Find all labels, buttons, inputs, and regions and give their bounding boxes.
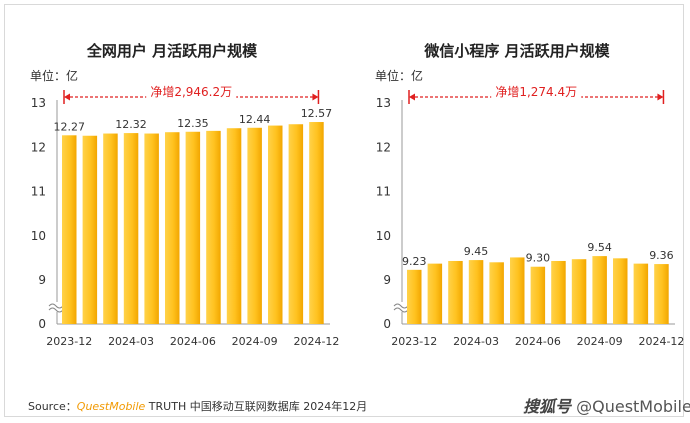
x-tick-label: 2024-03 <box>453 335 499 348</box>
y-tick-label: 13 <box>376 96 391 110</box>
data-label: 12.44 <box>239 113 271 126</box>
axis-break-mark <box>48 302 64 313</box>
bar-2024-09 <box>247 127 262 324</box>
bar-2024-04 <box>489 262 504 324</box>
bar-2024-04 <box>144 133 159 324</box>
x-tick-label: 2024-12 <box>638 335 684 348</box>
watermark-icon: 搜狐号 <box>523 397 572 416</box>
y-tick-label: 0 <box>38 317 46 331</box>
bar-2024-05 <box>510 257 525 324</box>
watermark: 搜狐号 @QuestMobile <box>523 393 690 417</box>
bar-2024-11 <box>288 124 304 325</box>
x-tick-label: 2024-09 <box>232 335 278 348</box>
bar-2024-01 <box>82 135 98 324</box>
bar-2024-11 <box>633 263 649 324</box>
data-label: 12.32 <box>115 118 147 131</box>
y-tick-label: 9 <box>38 273 46 287</box>
bar-2024-01 <box>427 263 443 324</box>
y-tick-label: 11 <box>31 185 46 199</box>
x-tick-label: 2023-12 <box>391 335 437 348</box>
bar-2023-12 <box>407 269 422 324</box>
bar-2024-06 <box>530 266 546 324</box>
data-label: 9.23 <box>402 255 427 268</box>
x-tick-label: 2024-06 <box>515 335 561 348</box>
bar-2023-12 <box>62 135 77 324</box>
x-tick-label: 2024-06 <box>170 335 216 348</box>
axis-break-mark <box>393 302 409 313</box>
bar-2024-02 <box>448 260 463 324</box>
net-increase-annotation: 净增1,274.4万 <box>408 85 665 104</box>
data-label: 12.27 <box>54 120 86 133</box>
chart-title: 微信小程序 月活跃用户规模 <box>423 42 610 60</box>
bar-2024-03 <box>468 260 484 324</box>
x-tick-label: 2024-12 <box>293 335 339 348</box>
bar-2024-12 <box>309 122 324 324</box>
bar-2024-10 <box>613 258 628 324</box>
y-tick-label: 13 <box>31 96 46 110</box>
bar-2024-07 <box>206 130 221 324</box>
bar-2024-10 <box>268 125 283 324</box>
bar-2024-02 <box>103 133 118 324</box>
bar-2024-08 <box>226 128 242 324</box>
bar-2024-07 <box>551 260 566 324</box>
unit-label: 单位：亿 <box>30 68 78 83</box>
y-tick-label: 9 <box>383 273 391 287</box>
source-prefix: Source： <box>28 400 77 413</box>
y-tick-label: 11 <box>376 185 391 199</box>
data-label: 12.57 <box>301 107 333 120</box>
net-increase-annotation: 净增2,946.2万 <box>63 85 320 104</box>
y-tick-label: 0 <box>383 317 391 331</box>
source-rest: TRUTH 中国移动互联网数据库 2024年12月 <box>145 400 368 413</box>
y-tick-label: 10 <box>31 229 46 243</box>
x-tick-label: 2024-03 <box>108 335 154 348</box>
bar-2024-12 <box>654 264 669 324</box>
y-tick-label: 10 <box>376 229 391 243</box>
x-tick-label: 2023-12 <box>46 335 92 348</box>
data-label: 9.54 <box>587 241 612 254</box>
data-label: 12.35 <box>177 117 209 130</box>
bar-2024-03 <box>123 133 139 324</box>
y-tick-label: 12 <box>31 140 46 154</box>
bar-2024-06 <box>185 131 201 324</box>
chart-title: 全网用户 月活跃用户规模 <box>86 42 258 60</box>
data-label: 9.30 <box>526 252 551 265</box>
bar-2024-08 <box>571 259 587 324</box>
source-note: Source：QuestMobile TRUTH 中国移动互联网数据库 2024… <box>28 398 367 414</box>
data-label: 9.45 <box>464 245 489 258</box>
source-brand: QuestMobile <box>76 400 146 413</box>
watermark-text: @QuestMobile <box>576 397 690 416</box>
x-tick-label: 2024-09 <box>577 335 623 348</box>
unit-label: 单位：亿 <box>375 68 423 83</box>
net-increase-label: 净增2,946.2万 <box>150 85 232 99</box>
y-tick-label: 12 <box>376 140 391 154</box>
bar-2024-09 <box>592 256 607 324</box>
data-label: 9.36 <box>649 249 674 262</box>
net-increase-label: 净增1,274.4万 <box>495 85 577 99</box>
bar-2024-05 <box>165 132 180 324</box>
